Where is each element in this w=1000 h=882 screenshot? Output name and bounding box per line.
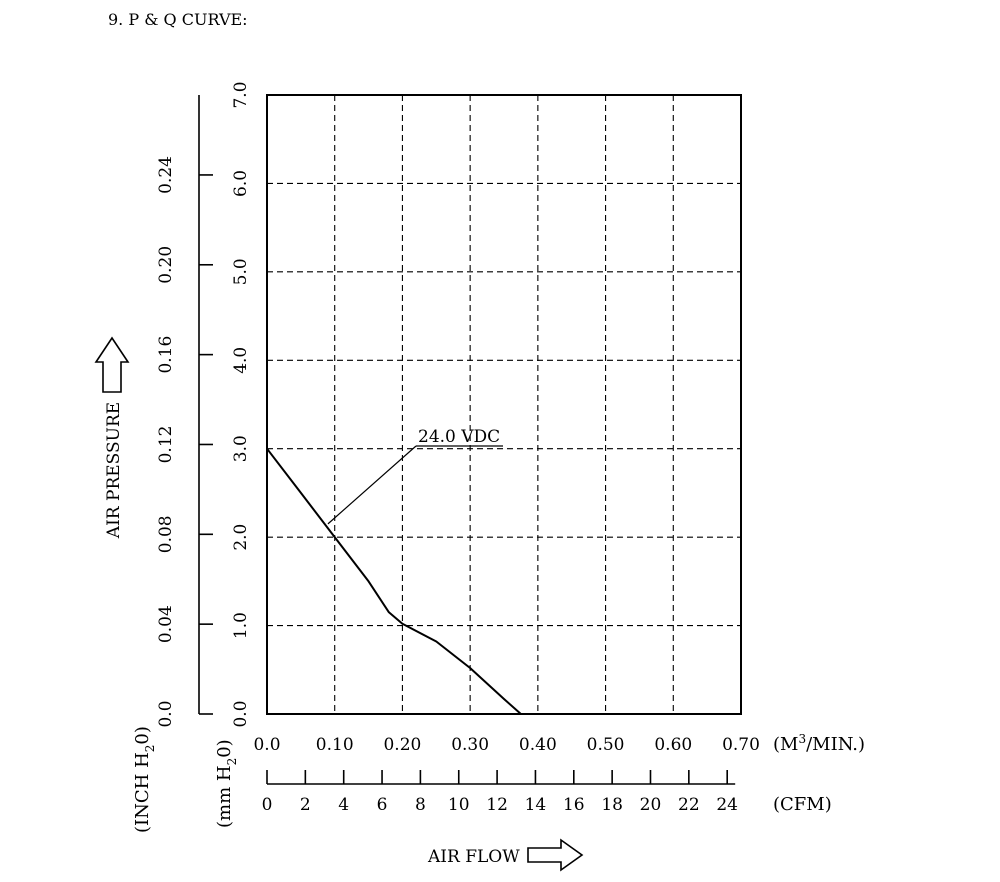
inch-axis: 0.0 0.04 0.08 0.12 0.16 0.20 0.24 [156, 95, 213, 728]
y-tick-label-inch: 0.24 [156, 156, 176, 194]
x-tick-label-cfm: 6 [377, 795, 388, 815]
y-tick-label-inch: 0.0 [156, 700, 176, 727]
y-axis-title: AIR PRESSURE [104, 402, 124, 539]
annotation-leader-line [327, 445, 417, 525]
x-tick-label-m3: 0.20 [383, 735, 421, 755]
x-tick-label-m3: 0.0 [253, 735, 280, 755]
x-tick-label-cfm: 12 [486, 795, 508, 815]
x-tick-label-cfm: 20 [640, 795, 662, 815]
right-arrow-icon [527, 838, 584, 872]
y-tick-label-inch: 0.16 [156, 336, 176, 374]
x-unit-m3-label: (M3/MIN.) [773, 732, 865, 755]
y-tick-label-mm: 6.0 [231, 170, 251, 197]
y-unit-mm-label: (mm H20) [214, 739, 239, 828]
x-tick-label-cfm: 14 [525, 795, 547, 815]
x-tick-label-m3: 0.10 [316, 735, 354, 755]
x-tick-label-cfm: 16 [563, 795, 585, 815]
mm-axis-ticks: 0.0 1.0 2.0 3.0 4.0 5.0 6.0 7.0 [231, 81, 251, 727]
x-tick-label-cfm: 10 [448, 795, 470, 815]
series-layer [266, 448, 522, 715]
x-axis-title: AIR FLOW [427, 847, 520, 867]
x-tick-label-m3: 0.60 [654, 735, 692, 755]
x-tick-label-m3: 0.30 [451, 735, 489, 755]
y-tick-label-mm: 0.0 [231, 700, 251, 727]
y-tick-label-mm: 3.0 [231, 435, 251, 462]
y-unit-inch-label: (INCH H20) [132, 726, 157, 833]
y-tick-label-mm: 7.0 [231, 81, 251, 108]
x-tick-label-cfm: 18 [601, 795, 623, 815]
x-tick-label-cfm: 4 [338, 795, 349, 815]
x-tick-label-m3: 0.50 [587, 735, 625, 755]
series-annotation-label: 24.0 VDC [418, 427, 500, 447]
y-tick-label-mm: 2.0 [231, 524, 251, 551]
y-tick-label-inch: 0.08 [156, 515, 176, 553]
x-axis-ticks-m3: 0.0 0.10 0.20 0.30 0.40 0.50 0.60 0.70 [253, 735, 759, 755]
y-tick-label-inch: 0.04 [156, 605, 176, 643]
plot-frame [266, 94, 742, 715]
chart-title: 9. P & Q CURVE: [108, 10, 248, 29]
up-arrow-icon [94, 336, 130, 393]
grid-lines [267, 95, 741, 714]
x-tick-label-cfm: 24 [716, 795, 738, 815]
annotation-layer: 24.0 VDC [327, 427, 503, 525]
x-tick-label-m3: 0.40 [519, 735, 557, 755]
y-tick-label-mm: 5.0 [231, 258, 251, 285]
x-tick-label-cfm: 0 [262, 795, 273, 815]
series-line [266, 448, 522, 715]
x-tick-label-cfm: 8 [415, 795, 426, 815]
x-tick-label-m3: 0.70 [722, 735, 760, 755]
x-tick-label-cfm: 2 [300, 795, 311, 815]
y-tick-label-inch: 0.20 [156, 246, 176, 284]
y-tick-label-mm: 4.0 [231, 347, 251, 374]
cfm-axis: 0 2 4 6 8 10 12 14 16 18 20 22 24 [262, 770, 738, 815]
x-tick-label-cfm: 22 [678, 795, 700, 815]
y-tick-label-inch: 0.12 [156, 426, 176, 464]
x-unit-cfm-label: (CFM) [773, 794, 832, 815]
y-tick-label-mm: 1.0 [231, 612, 251, 639]
